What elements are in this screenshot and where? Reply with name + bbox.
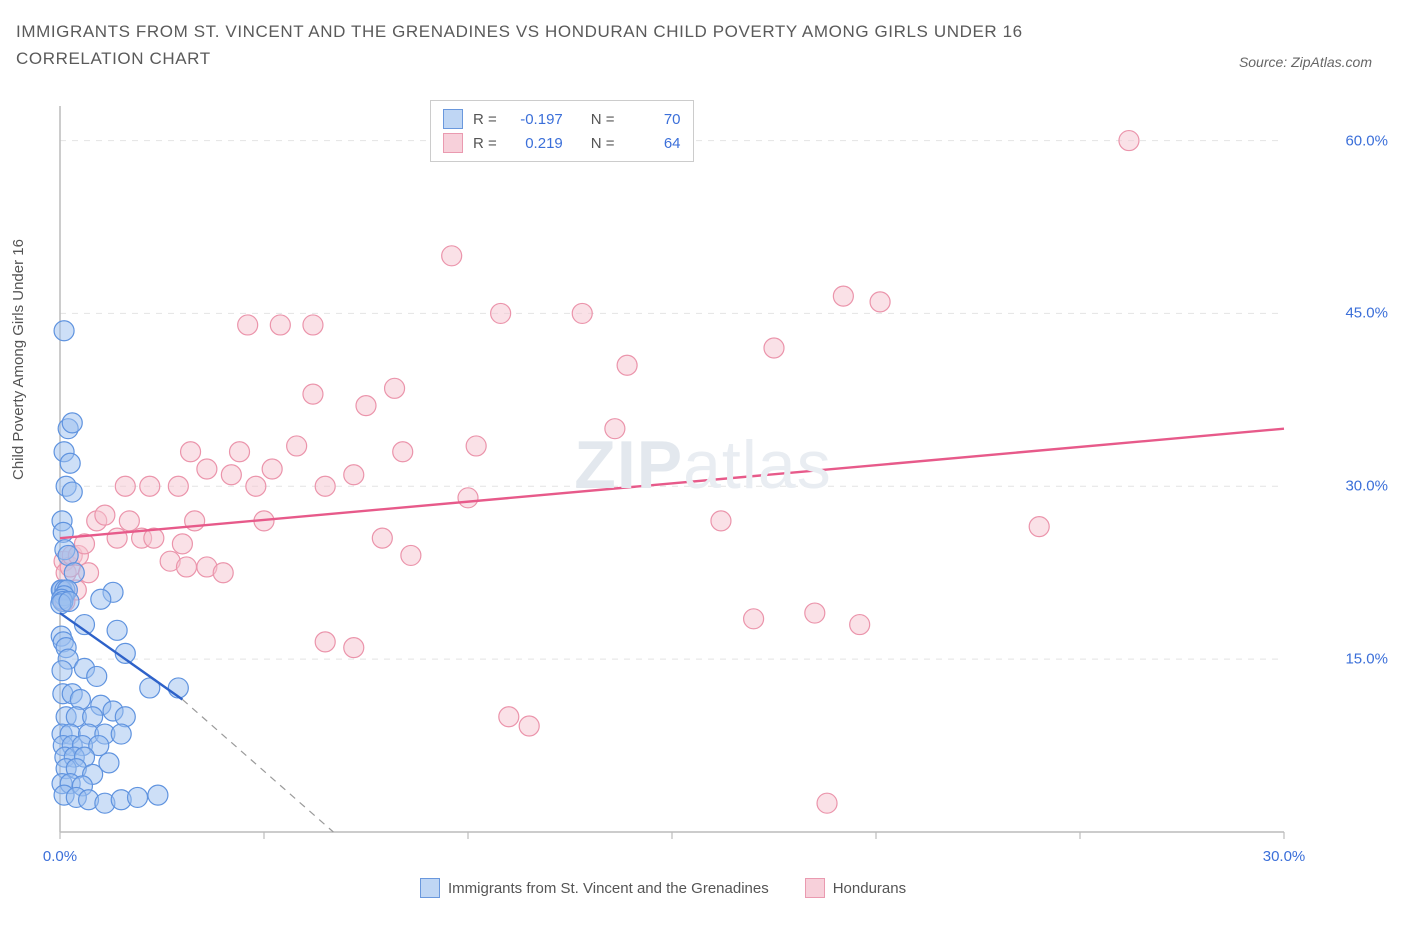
swatch-series-b [805,878,825,898]
r-label: R = [473,135,497,152]
source-label: Source: [1239,54,1291,70]
legend-row-a: R = -0.197 N = 70 [443,107,681,131]
r-value-b: 0.219 [507,135,563,152]
scatter-plot [48,100,1344,868]
swatch-series-a [420,878,440,898]
x-tick-label: 0.0% [43,848,77,865]
legend-item-a: Immigrants from St. Vincent and the Gren… [420,878,769,898]
series-legend: Immigrants from St. Vincent and the Gren… [420,878,906,898]
y-axis-label: Child Poverty Among Girls Under 16 [10,239,27,480]
y-tick-label: 60.0% [1345,132,1388,149]
legend-row-b: R = 0.219 N = 64 [443,131,681,155]
source-name: ZipAtlas.com [1291,54,1372,70]
legend-item-b: Hondurans [805,878,906,898]
series-a-label: Immigrants from St. Vincent and the Gren… [448,880,769,897]
n-label: N = [591,135,615,152]
y-tick-label: 45.0% [1345,305,1388,322]
r-label: R = [473,111,497,128]
n-value-b: 64 [625,135,681,152]
y-tick-label: 30.0% [1345,478,1388,495]
series-b-label: Hondurans [833,880,906,897]
y-tick-label: 15.0% [1345,651,1388,668]
x-tick-label: 30.0% [1263,848,1306,865]
n-label: N = [591,111,615,128]
swatch-series-a [443,109,463,129]
chart-title: IMMIGRANTS FROM ST. VINCENT AND THE GREN… [16,18,1136,72]
source-attribution: Source: ZipAtlas.com [1239,54,1372,70]
n-value-a: 70 [625,111,681,128]
r-value-a: -0.197 [507,111,563,128]
swatch-series-b [443,133,463,153]
correlation-legend: R = -0.197 N = 70 R = 0.219 N = 64 [430,100,694,162]
